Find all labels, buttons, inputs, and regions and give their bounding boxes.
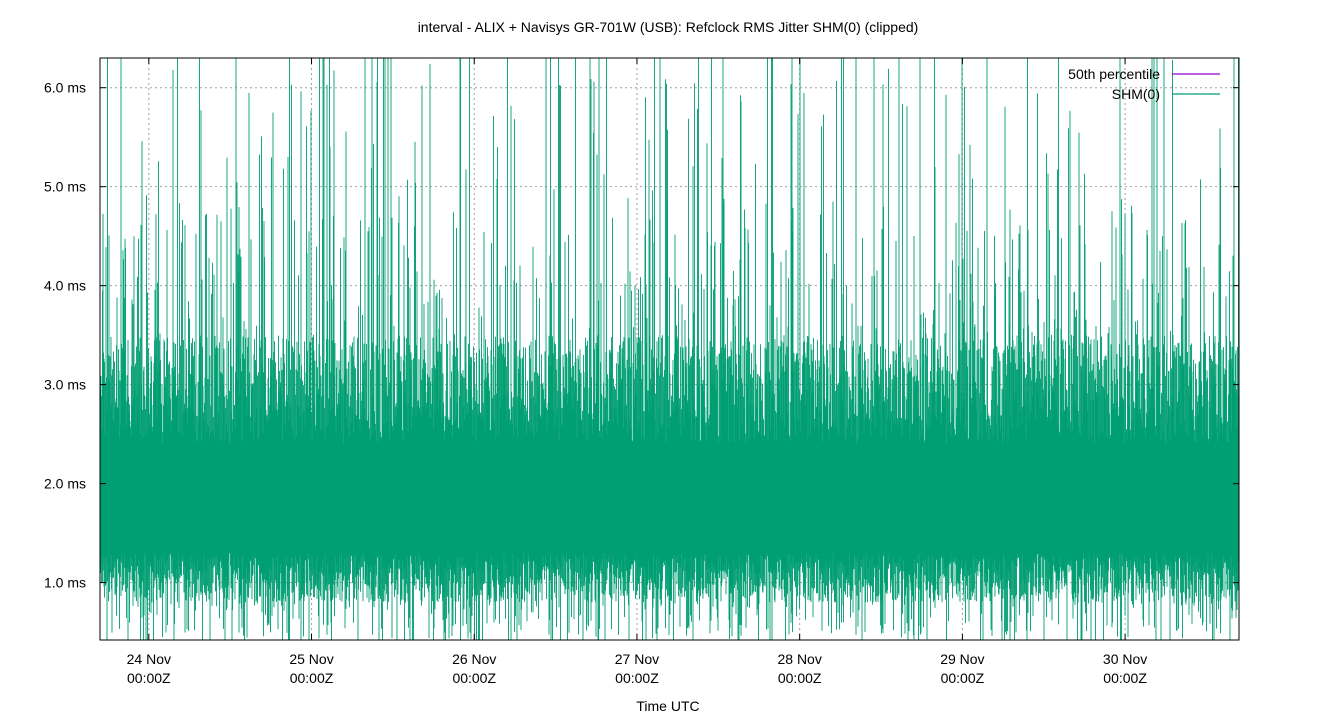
x-tick-label-date: 25 Nov [289, 651, 333, 667]
x-tick-label-time: 00:00Z [452, 670, 496, 686]
y-tick-label: 4.0 ms [44, 278, 86, 294]
x-axis-label: Time UTC [636, 698, 699, 714]
y-tick-label: 2.0 ms [44, 476, 86, 492]
x-tick-label-time: 00:00Z [941, 670, 985, 686]
x-tick-label-date: 24 Nov [127, 651, 171, 667]
x-tick-label-date: 28 Nov [777, 651, 821, 667]
x-tick-label-time: 00:00Z [1103, 670, 1147, 686]
y-tick-label: 3.0 ms [44, 377, 86, 393]
legend-label: SHM(0) [1112, 86, 1160, 102]
y-tick-label: 6.0 ms [44, 80, 86, 96]
x-tick-label-date: 27 Nov [615, 651, 659, 667]
legend-label: 50th percentile [1068, 66, 1160, 82]
shm0-series [100, 58, 1239, 640]
x-axis: 24 Nov 00:00Z 25 Nov 00:00Z 26 Nov 00:00Z 27 N… [127, 58, 1147, 686]
x-tick-label-date: 29 Nov [940, 651, 984, 667]
chart-title: interval - ALIX + Navisys GR-701W (USB):… [418, 19, 919, 35]
x-tick-label-date: 26 Nov [452, 651, 496, 667]
shm0-line [100, 58, 1239, 640]
y-tick-label: 5.0 ms [44, 179, 86, 195]
legend: 50th percentile SHM(0) [1068, 66, 1220, 102]
plot-frame [99, 57, 1240, 641]
y-tick-label: 1.0 ms [44, 575, 86, 591]
x-tick-label-time: 00:00Z [778, 670, 822, 686]
x-tick-label-time: 00:00Z [290, 670, 334, 686]
x-tick-label-time: 00:00Z [615, 670, 659, 686]
y-axis: 1.0 ms 2.0 ms 3.0 ms 4.0 ms 5.0 ms 6.0 ms [44, 80, 1239, 591]
x-tick-label-time: 00:00Z [127, 670, 171, 686]
x-tick-label-date: 30 Nov [1103, 651, 1147, 667]
